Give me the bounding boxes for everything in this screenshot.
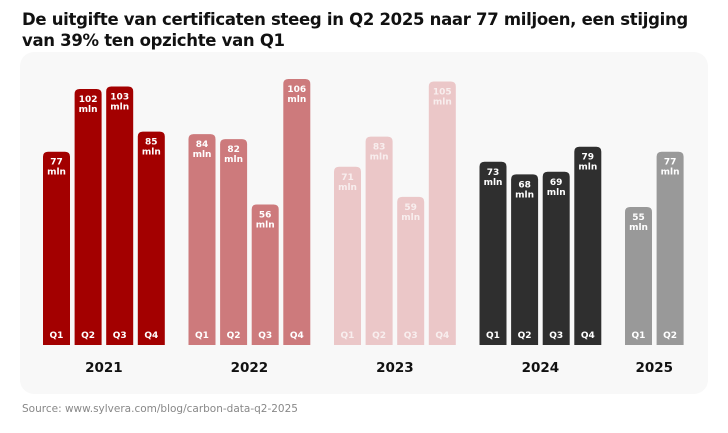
data-label-unit: mln xyxy=(338,183,357,193)
data-label-value: 68 xyxy=(518,180,531,190)
bar xyxy=(334,166,361,345)
bar xyxy=(188,134,216,345)
data-label-unit: mln xyxy=(193,150,212,160)
quarter-label: Q3 xyxy=(258,331,272,341)
bar xyxy=(574,146,602,345)
quarter-label: Q4 xyxy=(144,331,158,341)
quarter-label: Q3 xyxy=(549,331,563,341)
data-label-unit: mln xyxy=(287,95,306,105)
bar xyxy=(625,206,652,345)
quarter-label: Q1 xyxy=(195,331,209,341)
data-label-value: 56 xyxy=(259,210,272,220)
bar xyxy=(479,161,507,345)
data-label-value: 77 xyxy=(664,158,677,168)
quarter-label: Q1 xyxy=(341,331,355,341)
bar xyxy=(428,81,456,345)
data-label-value: 82 xyxy=(227,145,240,155)
bar xyxy=(511,174,539,345)
data-label-unit: mln xyxy=(110,102,129,112)
source-text: Source: www.sylvera.com/blog/carbon-data… xyxy=(22,403,298,415)
quarter-label: Q2 xyxy=(663,331,677,341)
quarter-label: Q4 xyxy=(581,331,595,341)
data-label-unit: mln xyxy=(547,188,566,198)
bar xyxy=(542,171,570,345)
bar xyxy=(365,136,393,345)
quarter-label: Q2 xyxy=(227,331,241,341)
bar xyxy=(251,204,279,345)
data-label-unit: mln xyxy=(515,190,534,200)
year-label: 2023 xyxy=(376,360,414,376)
bar xyxy=(106,86,134,345)
quarter-label: Q2 xyxy=(81,331,95,341)
data-label-value: 106 xyxy=(287,85,306,95)
data-label-unit: mln xyxy=(661,168,680,178)
data-label-value: 83 xyxy=(373,143,386,153)
data-label-value: 79 xyxy=(582,153,595,163)
data-label-value: 73 xyxy=(487,168,500,178)
data-label-unit: mln xyxy=(224,155,243,165)
bar xyxy=(220,139,248,345)
data-label-value: 77 xyxy=(50,158,63,168)
year-label: 2021 xyxy=(85,360,123,376)
data-label-value: 84 xyxy=(196,140,209,150)
year-label: 2022 xyxy=(231,360,269,376)
data-label-unit: mln xyxy=(142,148,161,158)
data-label-unit: mln xyxy=(79,105,98,115)
data-label-value: 103 xyxy=(110,92,129,102)
quarter-label: Q3 xyxy=(113,331,127,341)
bar xyxy=(656,151,684,345)
year-label: 2025 xyxy=(636,360,674,376)
chart-title: De uitgifte van certificaten steeg in Q2… xyxy=(22,10,688,50)
data-label-unit: mln xyxy=(256,220,275,230)
quarter-label: Q4 xyxy=(290,331,304,341)
quarter-label: Q1 xyxy=(486,331,500,341)
data-label-unit: mln xyxy=(433,97,452,107)
bar xyxy=(137,131,165,345)
quarter-label: Q2 xyxy=(518,331,532,341)
bar xyxy=(43,151,70,345)
data-label-unit: mln xyxy=(47,168,66,178)
data-label-value: 59 xyxy=(404,203,417,213)
data-label-value: 105 xyxy=(433,87,452,97)
data-label-value: 69 xyxy=(550,178,563,188)
data-label-value: 102 xyxy=(79,95,98,105)
bar xyxy=(74,88,102,345)
data-label-unit: mln xyxy=(370,153,389,163)
data-label-unit: mln xyxy=(484,178,503,188)
year-label: 2024 xyxy=(522,360,560,376)
data-label-unit: mln xyxy=(578,163,597,173)
bar xyxy=(397,196,425,345)
quarter-label: Q1 xyxy=(50,331,64,341)
data-label-unit: mln xyxy=(401,213,420,223)
data-label-value: 71 xyxy=(341,173,354,183)
quarter-label: Q3 xyxy=(404,331,418,341)
data-label-value: 55 xyxy=(632,213,645,223)
quarter-label: Q2 xyxy=(372,331,386,341)
bar xyxy=(283,78,311,345)
data-label-unit: mln xyxy=(629,223,648,233)
quarter-label: Q4 xyxy=(435,331,449,341)
data-label-value: 85 xyxy=(145,138,158,148)
quarter-label: Q1 xyxy=(632,331,646,341)
